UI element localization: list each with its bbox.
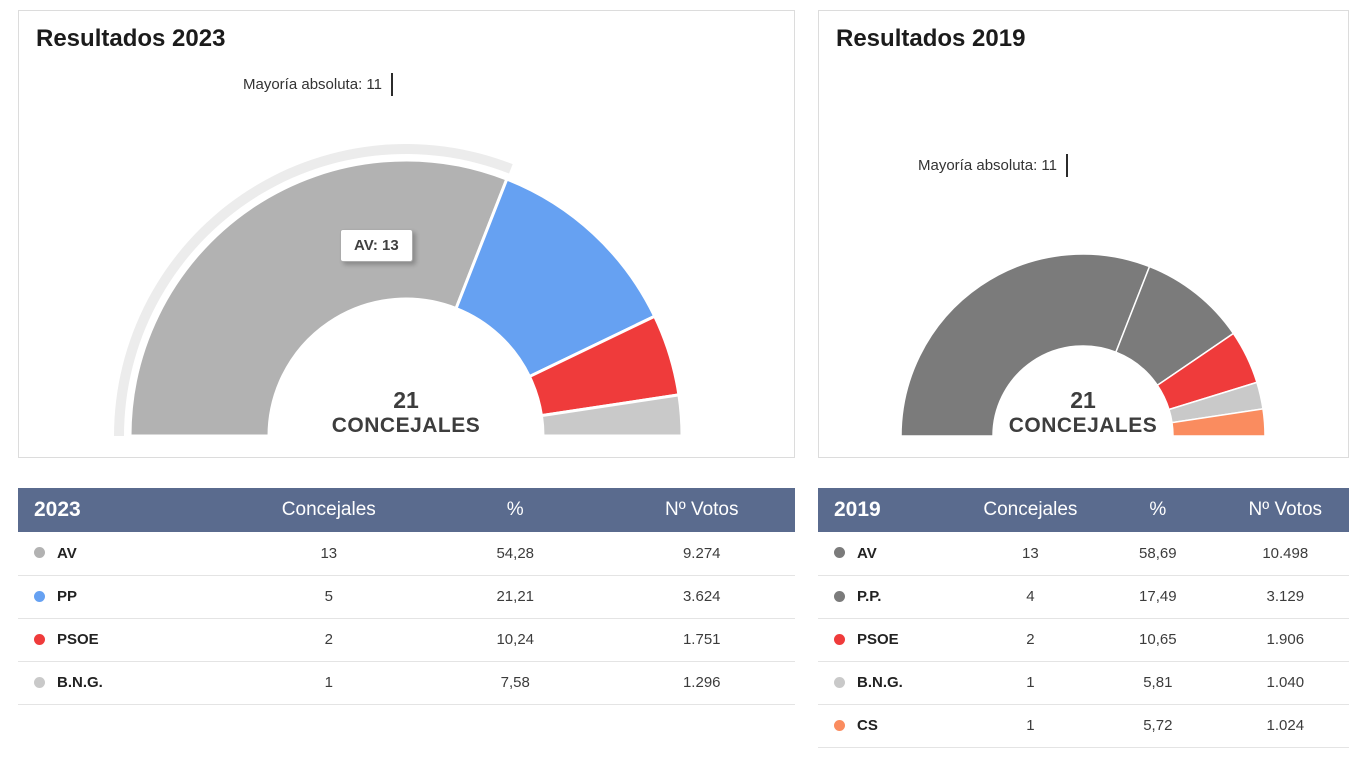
col-percent: %: [1094, 488, 1222, 532]
votes-cell: 1.906: [1221, 618, 1349, 662]
table-row: P.P. 4 17,49 3.129: [818, 575, 1349, 619]
panel-title-2019: Resultados 2019: [836, 25, 1026, 52]
party-color-dot: [834, 676, 845, 688]
percent-cell: 10,65: [1094, 618, 1222, 662]
table-year-2019: 2019: [818, 488, 967, 532]
percent-cell: 10,24: [422, 618, 609, 662]
votes-cell: 9.274: [608, 532, 795, 576]
majority-label-2023: Mayoría absoluta: 11: [243, 73, 393, 96]
party-name: B.N.G.: [857, 674, 903, 691]
table-row: AV 13 58,69 10.498: [818, 532, 1349, 576]
results-table-2019: 2019 Concejales % Nº Votos AV 13 58,69 1…: [818, 488, 1349, 748]
chart-center-label-2019: 21 CONCEJALES: [1009, 387, 1158, 439]
segment-AV[interactable]: [128, 158, 509, 438]
party-color-dot: [34, 633, 45, 645]
table-row: CS 1 5,72 1.024: [818, 704, 1349, 748]
table-row: B.N.G. 1 7,58 1.296: [18, 661, 795, 705]
col-concejales: Concejales: [235, 488, 423, 532]
segment-AV[interactable]: [900, 253, 1151, 437]
col-percent: %: [422, 488, 609, 532]
total-seats-label: CONCEJALES: [331, 414, 481, 438]
col-votes: Nº Votos: [608, 488, 795, 532]
seats-cell: 5: [235, 575, 423, 619]
percent-cell: 5,81: [1094, 661, 1222, 705]
party-name: PSOE: [857, 631, 899, 648]
votes-cell: 1.751: [608, 618, 795, 662]
chart-center-label-2023: 21 CONCEJALES: [332, 387, 481, 439]
percent-cell: 58,69: [1094, 532, 1222, 576]
votes-cell: 3.624: [608, 575, 795, 619]
party-color-dot: [834, 633, 845, 645]
party-color-dot: [34, 676, 45, 688]
seats-cell: 1: [966, 704, 1095, 748]
party-color-dot: [834, 719, 845, 731]
panel-title-2023: Resultados 2023: [36, 25, 226, 52]
seats-chart-2019[interactable]: [819, 11, 1350, 459]
table-row: PP 5 21,21 3.624: [18, 575, 795, 619]
table-row: B.N.G. 1 5,81 1.040: [818, 661, 1349, 705]
chart-tooltip: AV: 13: [340, 229, 413, 262]
party-name: PSOE: [57, 631, 99, 648]
table-row: AV 13 54,28 9.274: [18, 532, 795, 576]
votes-cell: 1.296: [608, 661, 795, 705]
results-2023-panel: Resultados 2023 Mayoría absoluta: 11 21 …: [18, 10, 795, 458]
percent-cell: 5,72: [1094, 704, 1222, 748]
party-color-dot: [34, 547, 45, 559]
table-year-2023: 2023: [18, 488, 236, 532]
percent-cell: 17,49: [1094, 575, 1222, 619]
col-concejales: Concejales: [966, 488, 1095, 532]
seats-chart-2023[interactable]: [19, 11, 796, 459]
majority-text: Mayoría absoluta: 11: [243, 76, 382, 93]
col-votes: Nº Votos: [1221, 488, 1349, 532]
table-row: PSOE 2 10,24 1.751: [18, 618, 795, 662]
majority-label-2019: Mayoría absoluta: 11: [918, 154, 1068, 177]
party-color-dot: [834, 547, 845, 559]
seats-cell: 13: [235, 532, 423, 576]
table-header-row: 2023 Concejales % Nº Votos: [18, 488, 795, 532]
results-table-2023: 2023 Concejales % Nº Votos AV 13 54,28 9…: [18, 488, 795, 705]
seats-cell: 2: [235, 618, 423, 662]
party-name: AV: [57, 544, 77, 562]
party-name: P.P.: [857, 588, 882, 605]
seats-cell: 13: [966, 532, 1095, 576]
party-color-dot: [34, 590, 45, 602]
party-color-dot: [834, 590, 845, 602]
segment-B.N.G.[interactable]: [539, 393, 684, 438]
votes-cell: 1.024: [1221, 704, 1349, 748]
seats-cell: 1: [235, 661, 423, 705]
majority-threshold-tick: [390, 73, 393, 96]
total-seats-value: 21: [393, 387, 419, 413]
total-seats-label: CONCEJALES: [1008, 414, 1158, 438]
percent-cell: 54,28: [422, 532, 609, 576]
percent-cell: 7,58: [422, 661, 609, 705]
party-name: CS: [857, 717, 878, 734]
seats-cell: 1: [966, 661, 1095, 705]
votes-cell: 10.498: [1221, 532, 1349, 576]
total-seats-value: 21: [1070, 387, 1096, 413]
table-row: PSOE 2 10,65 1.906: [818, 618, 1349, 662]
party-name: PP: [57, 588, 78, 605]
segment-CS[interactable]: [1171, 408, 1266, 437]
percent-cell: 21,21: [422, 575, 609, 619]
highlight-halo: [114, 144, 513, 437]
party-name: AV: [857, 544, 877, 562]
votes-cell: 3.129: [1221, 575, 1349, 619]
majority-threshold-tick: [1065, 154, 1068, 177]
seats-cell: 4: [966, 575, 1095, 619]
table-header-row: 2019 Concejales % Nº Votos: [818, 488, 1349, 532]
party-name: B.N.G.: [57, 674, 103, 691]
votes-cell: 1.040: [1221, 661, 1349, 705]
majority-text: Mayoría absoluta: 11: [918, 157, 1057, 174]
results-2019-panel: Resultados 2019 Mayoría absoluta: 11 21 …: [818, 10, 1349, 458]
seats-cell: 2: [966, 618, 1095, 662]
